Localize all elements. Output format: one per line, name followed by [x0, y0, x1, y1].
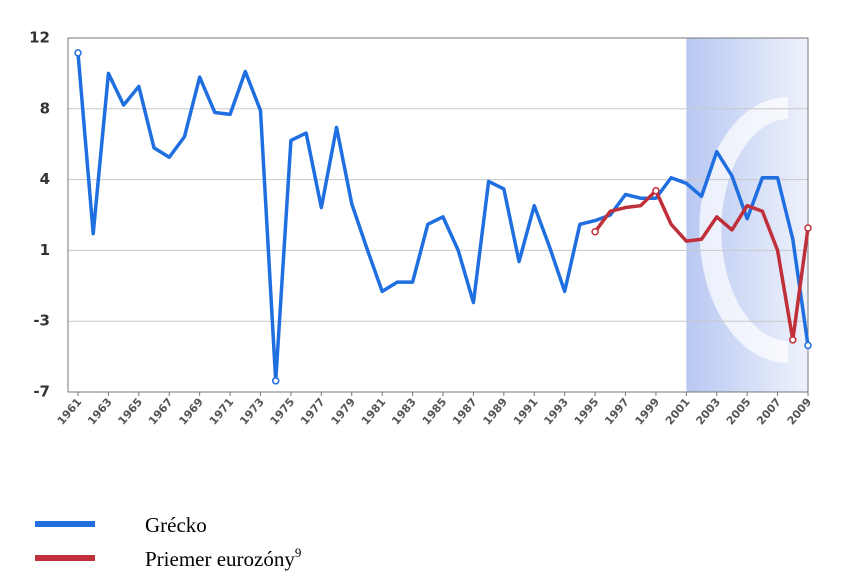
- series-line: [76, 52, 810, 383]
- x-tick-label: 2001: [663, 396, 693, 428]
- x-tick-label: 1977: [298, 396, 328, 428]
- x-tick-label: 1969: [176, 396, 206, 428]
- x-tick-label: 1965: [115, 396, 145, 428]
- x-tick-label: 1987: [450, 396, 480, 428]
- x-tick-label: 1981: [359, 396, 389, 428]
- point-marker: [804, 224, 812, 232]
- point-marker: [74, 49, 82, 57]
- x-tick-label: 2009: [785, 396, 815, 428]
- x-tick-label: 1971: [207, 396, 237, 428]
- x-tick-label: 1999: [633, 396, 663, 428]
- x-tick-label: 1961: [55, 396, 85, 428]
- x-tick-label: 1991: [511, 396, 541, 428]
- x-tick-label: 2005: [724, 396, 754, 428]
- x-tick-label: 1993: [541, 396, 571, 428]
- x-tick-label: 2007: [754, 396, 784, 428]
- x-tick-label: 1967: [146, 396, 176, 428]
- point-marker: [271, 377, 280, 385]
- x-tick-label: 2003: [693, 396, 723, 428]
- euro-sign: [699, 97, 789, 363]
- point-marker: [652, 187, 660, 195]
- y-tick-label: -7: [33, 383, 50, 401]
- point-marker: [591, 228, 599, 236]
- x-tick-label: 1975: [268, 396, 298, 428]
- legend-label: Priemer eurozóny9: [145, 545, 301, 571]
- legend-label: Grécko: [145, 513, 207, 537]
- legend-name: Priemer eurozóny: [145, 547, 295, 571]
- y-tick-label: 8: [40, 99, 50, 117]
- y-tick-label: -3: [33, 312, 50, 330]
- point-marker: [789, 336, 797, 344]
- x-tick-label: 1983: [389, 396, 419, 428]
- x-tick-label: 1979: [328, 396, 358, 428]
- x-tick-label: 1995: [572, 396, 602, 428]
- x-tick-label: 1985: [420, 396, 450, 428]
- point-marker: [804, 341, 812, 350]
- y-tick-label: 4: [40, 170, 50, 188]
- footnote-mark: 9: [295, 545, 302, 560]
- legend-name: Grécko: [145, 513, 207, 537]
- x-tick-label: 1963: [85, 396, 115, 428]
- y-tick-label: 12: [29, 29, 50, 47]
- series-line: [593, 189, 810, 342]
- plot-frame: [67, 37, 809, 393]
- x-tick-label: 1989: [480, 396, 510, 428]
- y-tick-label: 1: [40, 241, 50, 259]
- x-tick-label: 1973: [237, 396, 267, 428]
- x-tick-label: 1997: [602, 396, 632, 428]
